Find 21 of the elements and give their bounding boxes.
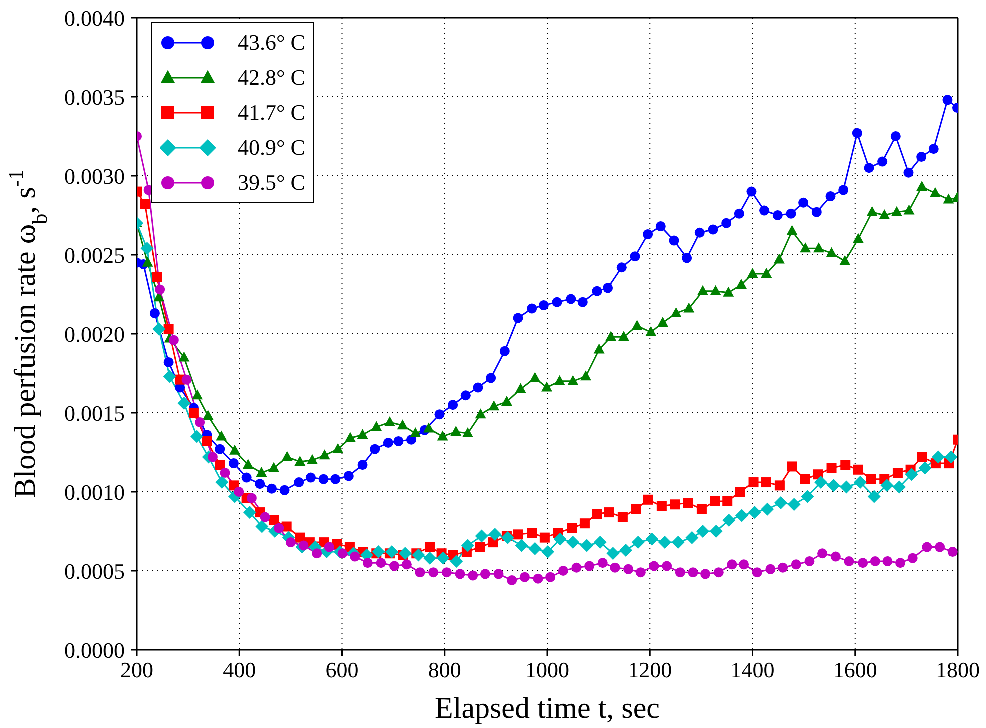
x-tick-label: 400 [223,658,256,683]
y-tick-label: 0.0010 [64,480,125,505]
y-tick-label: 0.0035 [64,84,125,110]
x-tick-label: 1800 [936,658,980,683]
y-tick-label: 0.0005 [64,558,125,584]
x-tick-label: 1600 [833,658,878,683]
x-tick-label: 800 [428,658,462,683]
y-tick-label: 0.0015 [64,400,125,426]
y-tick-label: 0.0030 [64,164,125,189]
legend-label: 43.6° C [238,30,306,56]
legend-label: 42.8° C [238,64,306,90]
legend-label: 41.7° C [238,100,306,126]
x-tick-label: 1200 [628,658,672,683]
legend-label: 39.5° C [238,170,306,196]
x-tick-label: 1000 [526,658,570,683]
x-tick-label: 1400 [730,658,775,683]
legend-label: 40.9° C [238,134,306,160]
y-tick-label: 0.0040 [64,6,125,31]
y-tick-label: 0.0020 [64,322,125,347]
x-tick-label: 600 [326,658,359,683]
y-tick-label: 0.0025 [64,242,125,268]
